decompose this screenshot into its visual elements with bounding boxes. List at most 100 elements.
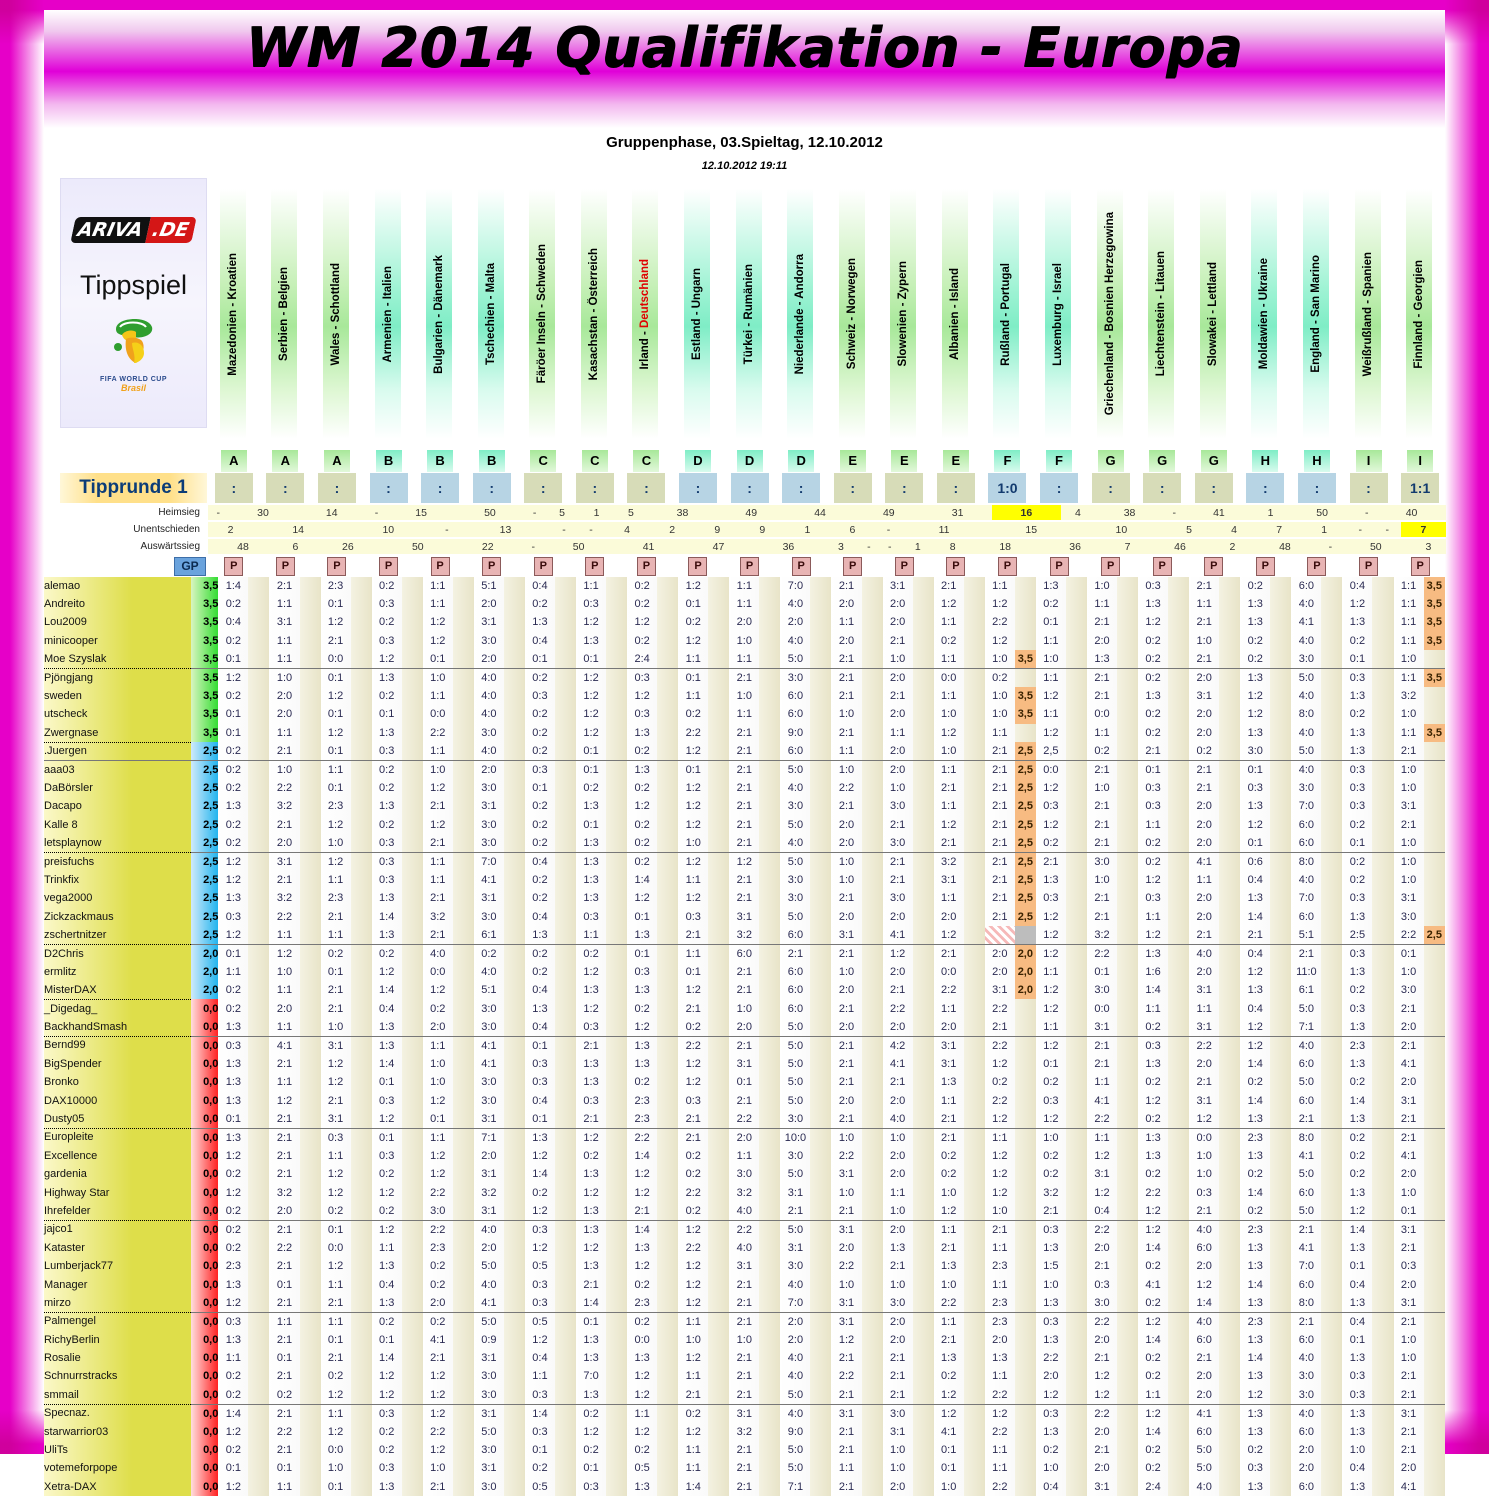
table-row[interactable]: aaa03 2,5 0:2 1:0 1:1 0:2 1:0 2:0 0:3 0:1 1:3 0:1 2:… (44, 760, 1445, 779)
tip-points (1372, 1404, 1394, 1423)
table-row[interactable]: ermlitz 2,0 1:1 1:0 0:1 1:2 0:0 4:0 0:2 1:2 0:3 0:1… (44, 962, 1445, 982)
table-row[interactable]: Trinkfix 2,5 1:2 2:1 1:1 0:3 1:1 4:1 0:2 1:3 1:4 1:… (44, 870, 1445, 890)
table-row[interactable]: Specnaz. 0,0 1:4 2:1 1:1 0:3 1:2 3:1 1:4 0:2 1:1 0:… (44, 1404, 1445, 1423)
table-row[interactable]: preisfuchs 2,5 1:2 3:1 1:2 0:3 1:1 7:0 0:4 1:3 0:2… (44, 852, 1445, 871)
tip-points (554, 1367, 577, 1386)
table-row[interactable]: utscheck 3,5 0:1 2:0 0:1 0:1 0:0 4:0 0:2 1:2 0:3 0:… (44, 705, 1445, 724)
tip-points (452, 925, 474, 945)
table-row[interactable]: UliTs 0,0 0:2 2:1 0:0 0:2 1:2 3:0 0:1 0:2 0:2 1:1 2:… (44, 1440, 1445, 1460)
table-row[interactable]: MisterDAX 2,0 0:2 1:1 2:1 1:4 1:2 5:1 0:4 1:3 1:3 1… (44, 981, 1445, 1000)
table-row[interactable]: Excellence 0,0 1:2 2:1 1:1 0:3 1:2 2:0 1:2 0:2 1:4… (44, 1146, 1445, 1165)
tip-score: 0:2 (1138, 1256, 1169, 1276)
tip-points (1423, 760, 1445, 779)
tip-score: 1:3 (371, 1036, 402, 1055)
table-row[interactable]: Manager 0,0 1:3 0:1 1:1 0:4 0:2 4:0 0:3 2:1 0:2 1:2… (44, 1275, 1445, 1294)
table-row[interactable]: Zwergnase 3,5 0:1 1:1 1:2 1:3 2:2 3:0 0:2 1:2 1:3 2… (44, 723, 1445, 743)
table-row[interactable]: Europleite 0,0 1:3 2:1 0:3 0:1 1:1 7:1 1:3 1:2 2:2… (44, 1128, 1445, 1147)
table-row[interactable]: Highway Star 0,0 1:2 3:2 1:2 1:2 2:2 3:2 0:2 1:2 1… (44, 1183, 1445, 1202)
table-row[interactable]: Moe Szyslak 3,5 0:1 1:1 0:0 1:2 0:1 2:0 0:1 0:1 2:… (44, 650, 1445, 669)
tip-score: 1:2 (422, 631, 453, 651)
tip-points (1423, 1091, 1445, 1110)
table-row[interactable]: gardenia 0,0 0:2 2:1 1:2 0:2 1:2 3:1 1:4 1:3 1:2 0:… (44, 1165, 1445, 1184)
table-row[interactable]: Xetra-DAX 0,0 1:2 1:1 0:1 1:3 2:1 3:0 0:5 0:3 1:3 1… (44, 1477, 1445, 1497)
table-row[interactable]: Kalle 8 2,5 0:2 2:1 1:2 0:2 1:2 3:0 0:2 0:1 0:2 1:2… (44, 815, 1445, 834)
tip-points (401, 1256, 423, 1276)
table-row[interactable]: Rosalie 0,0 1:1 0:1 2:1 1:4 2:1 3:1 0:4 1:3 1:3 1:2… (44, 1348, 1445, 1368)
table-row[interactable]: Palmengel 0,0 0:3 1:1 1:1 0:2 0:2 5:0 0:5 0:1 0:2 1… (44, 1312, 1445, 1331)
tip-score: 2:0 (831, 1091, 862, 1110)
table-row[interactable]: _Digedag_ 0,0 0:2 2:0 2:1 0:4 0:2 3:0 1:3 1:2 0:2 2… (44, 999, 1445, 1018)
tip-score: 1:3 (1240, 1404, 1271, 1423)
stat-1-4: 13 (460, 522, 551, 537)
table-row[interactable]: Ihrefelder 0,0 0:2 2:0 0:2 0:2 3:0 3:1 1:2 1:3 2:1… (44, 1201, 1445, 1221)
tip-score: 0:1 (1035, 1054, 1066, 1074)
tip-points (912, 1054, 934, 1074)
table-row[interactable]: Zickzackmaus 2,5 0:3 2:2 2:1 1:4 3:2 3:0 0:4 0:3 0… (44, 907, 1445, 926)
tip-score: 2:3 (1342, 1036, 1373, 1055)
tip-points (810, 1054, 832, 1074)
tip-score: 1:3 (218, 797, 249, 816)
match-header-15: Rußland - Portugal (981, 189, 1033, 439)
tip-points (759, 723, 781, 743)
table-row[interactable]: jajco1 0,0 0:2 2:1 0:1 1:2 2:2 4:0 0:3 1:3 1:4 1:2 2… (44, 1220, 1445, 1239)
player-name: Europleite (44, 1128, 192, 1147)
player-name: Bronko (44, 1073, 192, 1092)
table-row[interactable]: D2Chris 2,0 0:1 1:2 0:2 0:2 4:0 0:2 0:2 0:2 0:1 1:1… (44, 944, 1445, 963)
player-gp: 0,0 (191, 1293, 219, 1313)
tip-points (1168, 889, 1190, 908)
tip-score: 1:1 (1393, 613, 1424, 632)
tip-score: 0:3 (1393, 1256, 1424, 1276)
tip-score: 3:0 (473, 723, 504, 743)
tip-score: 2:1 (1189, 613, 1220, 632)
tip-score: 1:3 (1342, 1477, 1373, 1497)
tip-score: 2:0 (1189, 797, 1220, 816)
table-row[interactable]: Lumberjack77 0,0 2:3 2:1 1:2 1:3 0:2 5:0 0:5 1:3 1… (44, 1256, 1445, 1276)
table-row[interactable]: mirzo 0,0 1:2 2:1 2:1 1:3 2:0 4:1 0:3 1:4 2:3 1:2 2:… (44, 1293, 1445, 1313)
tip-points (810, 1330, 832, 1349)
table-row[interactable]: minicooper 3,5 0:2 1:1 2:1 0:3 1:2 3:0 0:4 1:3 0:2… (44, 631, 1445, 651)
tip-points (1168, 1146, 1190, 1165)
tip-points (861, 870, 883, 890)
table-row[interactable]: Pjöngjang 3,5 1:2 1:0 0:1 1:3 1:0 4:0 0:2 1:2 0:3 0… (44, 668, 1445, 687)
table-row[interactable]: Bernd99 0,0 0:3 4:1 3:1 1:3 1:1 4:1 0:1 2:1 1:3 2:2… (44, 1036, 1445, 1055)
tip-points (759, 925, 781, 945)
table-row[interactable]: vega2000 2,5 1:3 3:2 2:3 1:3 2:1 3:1 0:2 1:3 1:2 1:… (44, 889, 1445, 908)
table-row[interactable]: Bronko 0,0 1:3 1:1 1:2 0:1 1:0 3:0 0:3 1:3 0:2 1:2 0… (44, 1073, 1445, 1092)
table-row[interactable]: DaBörsler 2,5 0:2 2:2 0:1 0:2 1:2 3:0 0:1 0:2 0:2 1… (44, 778, 1445, 798)
table-row[interactable]: votemeforpope 0,0 0:1 0:1 1:0 0:3 1:0 3:1 0:2 0:1… (44, 1459, 1445, 1478)
group-letter-19: G (1188, 450, 1240, 472)
table-row[interactable]: sweden 3,5 0:2 2:0 1:2 0:2 1:1 4:0 0:3 1:2 1:2 1:1 1… (44, 686, 1445, 706)
table-row[interactable]: smmail 0,0 0:2 0:2 1:2 1:2 1:2 3:0 0:3 1:3 1:2 2:1 2… (44, 1385, 1445, 1405)
tip-score: 2:1 (882, 1385, 913, 1405)
tip-points (1270, 907, 1292, 926)
table-row[interactable]: zschertnitzer 2,5 1:2 1:1 1:1 1:3 2:1 6:1 1:3 1:1… (44, 925, 1445, 945)
tip-score: 3:2 (269, 889, 300, 908)
tip-score: 11:0 (1291, 962, 1322, 982)
tip-score: 0:2 (1240, 631, 1271, 651)
tip-score: 0:1 (1138, 760, 1169, 779)
table-row[interactable]: .Juergen 2,5 0:2 2:1 0:1 0:3 1:1 4:0 0:2 0:1 0:2 1:… (44, 742, 1445, 761)
tip-points (708, 797, 730, 816)
tip-points (1014, 1256, 1036, 1276)
table-row[interactable]: DAX10000 0,0 1:3 1:2 2:1 0:3 1:2 3:0 0:4 0:3 2:3 0:… (44, 1091, 1445, 1110)
table-row[interactable]: Schnurrstracks 0,0 0:2 2:1 0:2 1:2 1:2 3:0 1:1 7:… (44, 1367, 1445, 1386)
table-row[interactable]: starwarrior03 0,0 1:2 2:2 1:2 0:2 2:2 5:0 0:3 1:2… (44, 1422, 1445, 1441)
tip-score: 0:1 (371, 1128, 402, 1147)
match-result-17: : (1085, 473, 1137, 503)
tip-score: 1:3 (371, 925, 402, 945)
table-row[interactable]: Kataster 0,0 0:2 2:2 0:0 1:1 2:3 2:0 1:2 1:2 1:3 2:… (44, 1238, 1445, 1257)
tip-points (1219, 1293, 1241, 1313)
table-row[interactable]: BackhandSmash 0,0 1:3 1:1 1:0 1:3 2:0 3:0 0:4 0:3… (44, 1017, 1445, 1037)
table-row[interactable]: Lou2009 3,5 0:4 3:1 1:2 0:2 1:2 3:1 1:3 1:2 1:2 0:2… (44, 613, 1445, 632)
table-row[interactable]: letsplaynow 2,5 0:2 2:0 1:0 0:3 2:1 3:0 0:2 1:3 0:… (44, 833, 1445, 853)
table-row[interactable]: alemao 3,5 1:4 2:1 2:3 0:2 1:1 5:1 0:4 1:1 0:2 1:2 1… (44, 577, 1445, 595)
table-row[interactable]: Dusty05 0,0 0:1 2:1 3:1 1:2 0:1 3:1 0:1 2:1 2:3 2:1… (44, 1109, 1445, 1129)
tip-score: 0:2 (1189, 742, 1220, 761)
tip-score: 2:1 (933, 577, 964, 595)
tip-score: 3:1 (1393, 797, 1424, 816)
table-row[interactable]: Dacapo 2,5 1:3 3:2 2:3 1:3 2:1 3:1 0:2 1:3 1:2 1:2 2… (44, 797, 1445, 816)
tip-score: 1:0 (1086, 870, 1118, 890)
table-row[interactable]: BigSpender 0,0 1:3 2:1 1:2 1:4 1:0 4:1 0:3 1:3 1:3… (44, 1054, 1445, 1074)
table-row[interactable]: RichyBerlin 0,0 1:3 2:1 0:1 0:1 4:1 0:9 1:2 1:3 0:… (44, 1330, 1445, 1349)
table-row[interactable]: Andreito 3,5 0:2 1:1 0:1 0:3 1:1 2:0 0:2 0:3 0:2 0:… (44, 594, 1445, 614)
